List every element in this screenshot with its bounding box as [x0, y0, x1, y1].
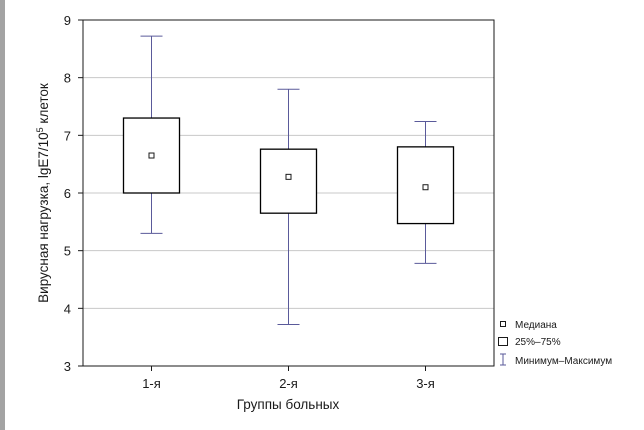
- legend: Медиана 25%–75% Минимум–Максимум: [498, 320, 612, 367]
- box-group: [122, 35, 181, 234]
- legend-median-marker: [500, 321, 506, 327]
- x-tick-label: 1-я: [142, 376, 161, 391]
- legend-whisker-marker: [500, 353, 506, 366]
- legend-box-label: 25%–75%: [515, 337, 561, 348]
- iqr-box: [259, 148, 318, 214]
- x-tick-label: 3-я: [416, 376, 435, 391]
- iqr-box: [122, 117, 181, 194]
- y-axis-ticks: 3 4 5 6 7 8 9: [64, 13, 83, 374]
- y-tick-label: 7: [64, 128, 71, 143]
- y-tick-label: 9: [64, 13, 71, 28]
- boxes: [122, 35, 455, 325]
- y-tick-label: 6: [64, 186, 71, 201]
- box-group: [259, 88, 318, 325]
- median-marker: [148, 152, 155, 159]
- x-axis-ticks: 1-я 2-я 3-я: [142, 366, 435, 391]
- y-tick-label: 3: [64, 359, 71, 374]
- box-group: [396, 120, 455, 264]
- y-tick-label: 4: [64, 301, 71, 316]
- x-axis-label: Группы больных: [237, 397, 340, 412]
- y-tick-label: 8: [64, 71, 71, 86]
- legend-whisker-label: Минимум–Максимум: [515, 356, 612, 367]
- y-tick-label: 5: [64, 244, 71, 259]
- left-border: [0, 0, 5, 430]
- legend-box-marker: [498, 337, 508, 346]
- median-marker: [285, 173, 292, 180]
- x-tick-label: 2-я: [279, 376, 298, 391]
- y-axis-label: Вирусная нагрузка, lgE7/105 клеток: [35, 83, 51, 303]
- median-marker: [422, 184, 429, 191]
- legend-median-label: Медиана: [515, 320, 557, 331]
